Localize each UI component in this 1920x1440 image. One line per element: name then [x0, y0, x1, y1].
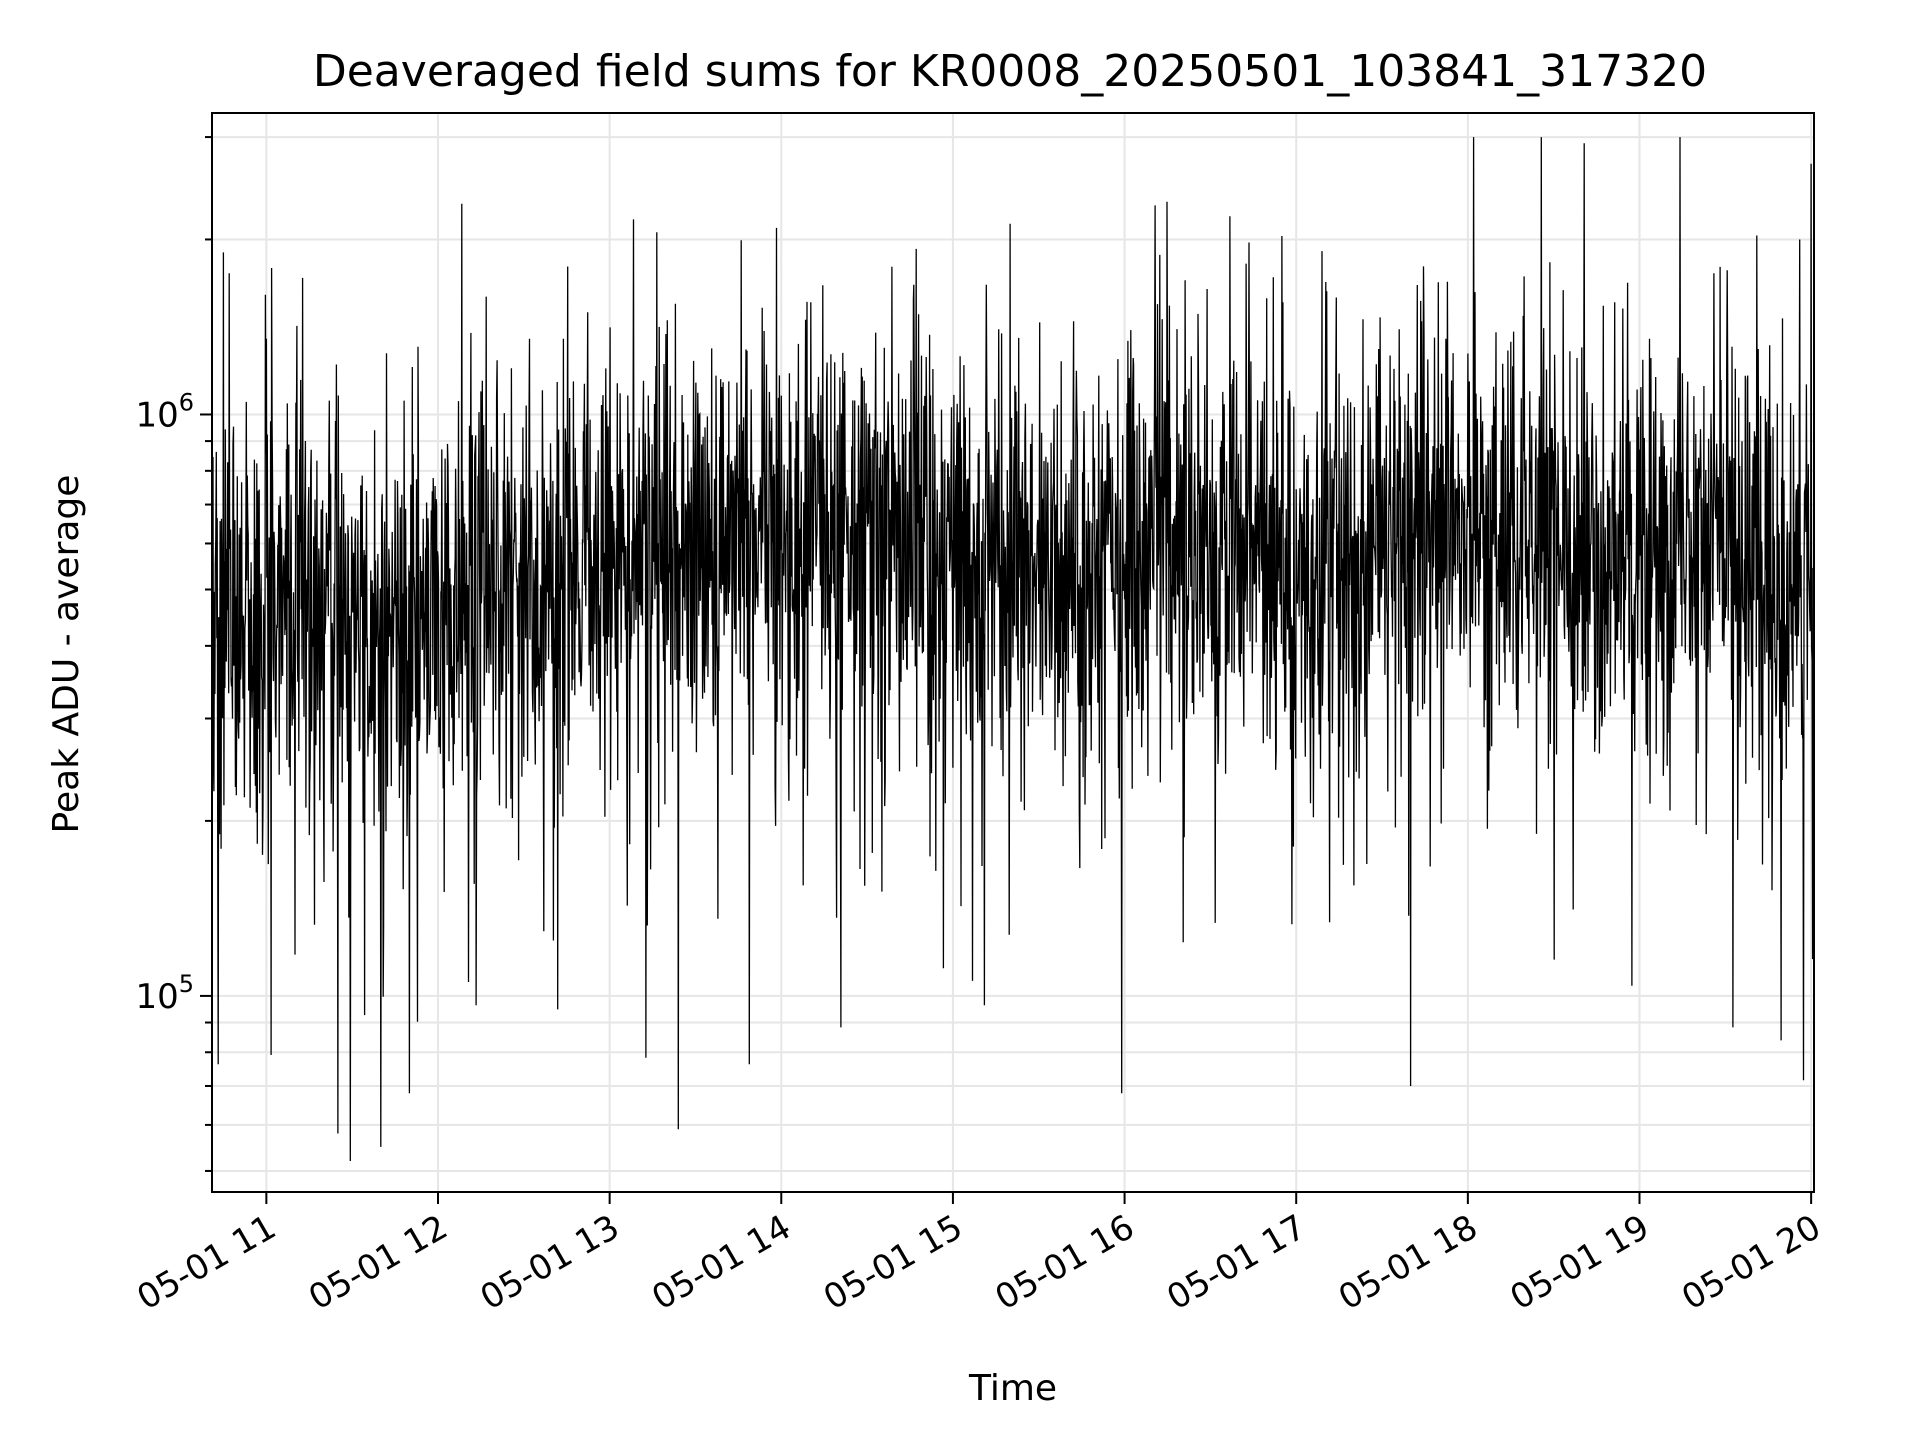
chart-title: Deaveraged field sums for KR0008_2025050… — [313, 46, 1707, 97]
series-line — [211, 137, 1815, 1162]
y-axis-label: Peak ADU - average — [46, 475, 87, 834]
y-tick-base: 10 — [135, 395, 178, 435]
y-tick-label: 106 — [135, 388, 194, 435]
y-tick-base: 10 — [135, 977, 178, 1017]
y-tick-label: 105 — [135, 970, 194, 1017]
plot-frame — [211, 112, 1815, 1193]
x-axis-label: Time — [968, 1368, 1057, 1409]
series-group — [211, 137, 1815, 1162]
y-tick-exponent: 6 — [179, 388, 194, 416]
y-tick-exponent: 5 — [179, 970, 194, 998]
